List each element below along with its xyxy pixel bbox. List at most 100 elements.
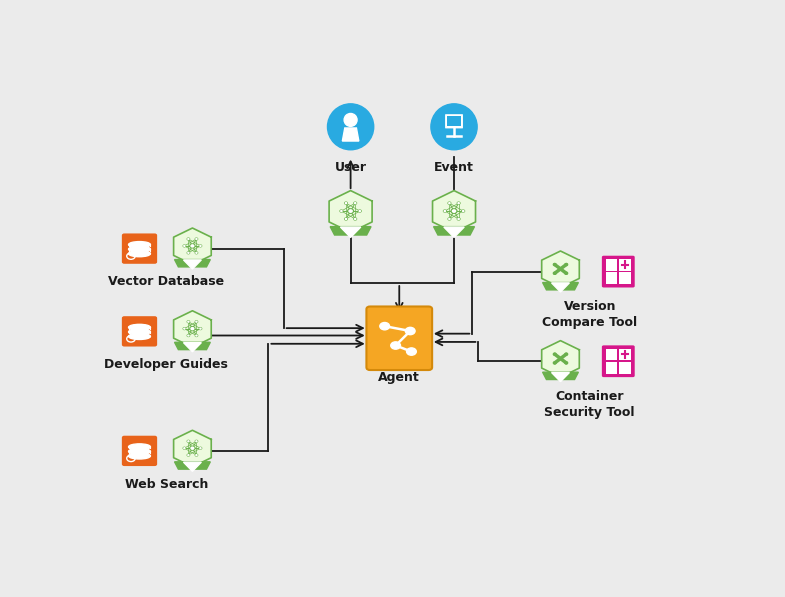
Circle shape [199,447,202,449]
Circle shape [345,218,347,220]
Polygon shape [444,227,464,238]
Circle shape [191,328,194,330]
Circle shape [340,210,343,212]
Circle shape [183,328,185,330]
Ellipse shape [431,104,477,150]
FancyBboxPatch shape [122,436,157,466]
FancyBboxPatch shape [445,114,463,128]
Polygon shape [173,311,211,347]
Circle shape [188,252,189,254]
Circle shape [199,245,202,247]
Circle shape [188,321,189,322]
Circle shape [196,441,197,442]
FancyBboxPatch shape [619,259,630,270]
Text: Web Search: Web Search [125,478,208,491]
Circle shape [553,263,556,266]
Ellipse shape [129,251,151,257]
Text: Container
Security Tool: Container Security Tool [545,390,635,418]
Polygon shape [330,227,371,235]
Ellipse shape [344,113,357,127]
FancyBboxPatch shape [619,272,630,284]
Ellipse shape [129,324,151,330]
Polygon shape [433,190,476,232]
Circle shape [188,335,189,336]
Circle shape [349,210,352,213]
Circle shape [195,454,198,456]
Polygon shape [542,282,579,290]
Circle shape [458,202,459,204]
Circle shape [553,353,556,355]
Text: Event: Event [434,161,474,174]
Polygon shape [184,260,202,269]
Circle shape [565,353,568,355]
Text: Developer Guides: Developer Guides [104,358,228,371]
Circle shape [345,202,347,204]
Circle shape [188,321,189,322]
Circle shape [444,210,446,212]
Circle shape [190,327,195,331]
FancyBboxPatch shape [619,349,630,361]
FancyBboxPatch shape [606,259,617,270]
Circle shape [553,272,556,274]
Circle shape [195,321,198,322]
Circle shape [452,210,455,213]
Polygon shape [184,343,202,352]
Circle shape [462,210,465,212]
FancyBboxPatch shape [606,272,617,284]
Circle shape [191,447,194,449]
Polygon shape [542,372,579,380]
FancyBboxPatch shape [447,116,461,127]
Polygon shape [341,227,361,238]
Circle shape [195,441,198,442]
FancyBboxPatch shape [606,362,617,374]
Text: Vector Database: Vector Database [108,275,225,288]
Circle shape [184,245,185,247]
Circle shape [196,455,197,456]
Circle shape [458,218,460,220]
Circle shape [200,328,201,329]
Ellipse shape [129,333,151,340]
Circle shape [565,362,568,364]
FancyBboxPatch shape [122,316,157,346]
Polygon shape [542,251,579,288]
Text: Version
Compare Tool: Version Compare Tool [542,300,637,329]
Circle shape [565,272,568,274]
Circle shape [183,245,185,247]
Polygon shape [174,342,210,350]
Circle shape [359,210,361,212]
Circle shape [195,335,198,337]
Circle shape [355,202,356,204]
Circle shape [449,219,450,220]
Polygon shape [542,341,579,377]
Circle shape [345,219,347,220]
Circle shape [196,335,197,336]
Circle shape [188,441,189,442]
Circle shape [199,328,202,330]
Ellipse shape [327,104,374,150]
Circle shape [553,362,556,364]
Circle shape [200,245,201,247]
Circle shape [348,209,353,213]
Circle shape [196,321,197,322]
Polygon shape [552,283,569,292]
Text: User: User [334,161,367,174]
Circle shape [191,245,194,247]
Circle shape [407,348,416,355]
Circle shape [188,454,189,456]
FancyBboxPatch shape [606,349,617,361]
Ellipse shape [129,448,151,454]
Circle shape [195,252,198,254]
Polygon shape [552,373,569,381]
Circle shape [458,202,460,204]
Circle shape [458,219,459,220]
FancyBboxPatch shape [122,233,157,264]
FancyBboxPatch shape [367,306,432,370]
Polygon shape [173,430,211,467]
FancyBboxPatch shape [602,256,635,288]
Circle shape [354,218,356,220]
Circle shape [405,327,415,335]
Polygon shape [184,462,202,471]
Polygon shape [174,260,210,267]
Polygon shape [329,190,372,232]
Circle shape [451,209,457,213]
